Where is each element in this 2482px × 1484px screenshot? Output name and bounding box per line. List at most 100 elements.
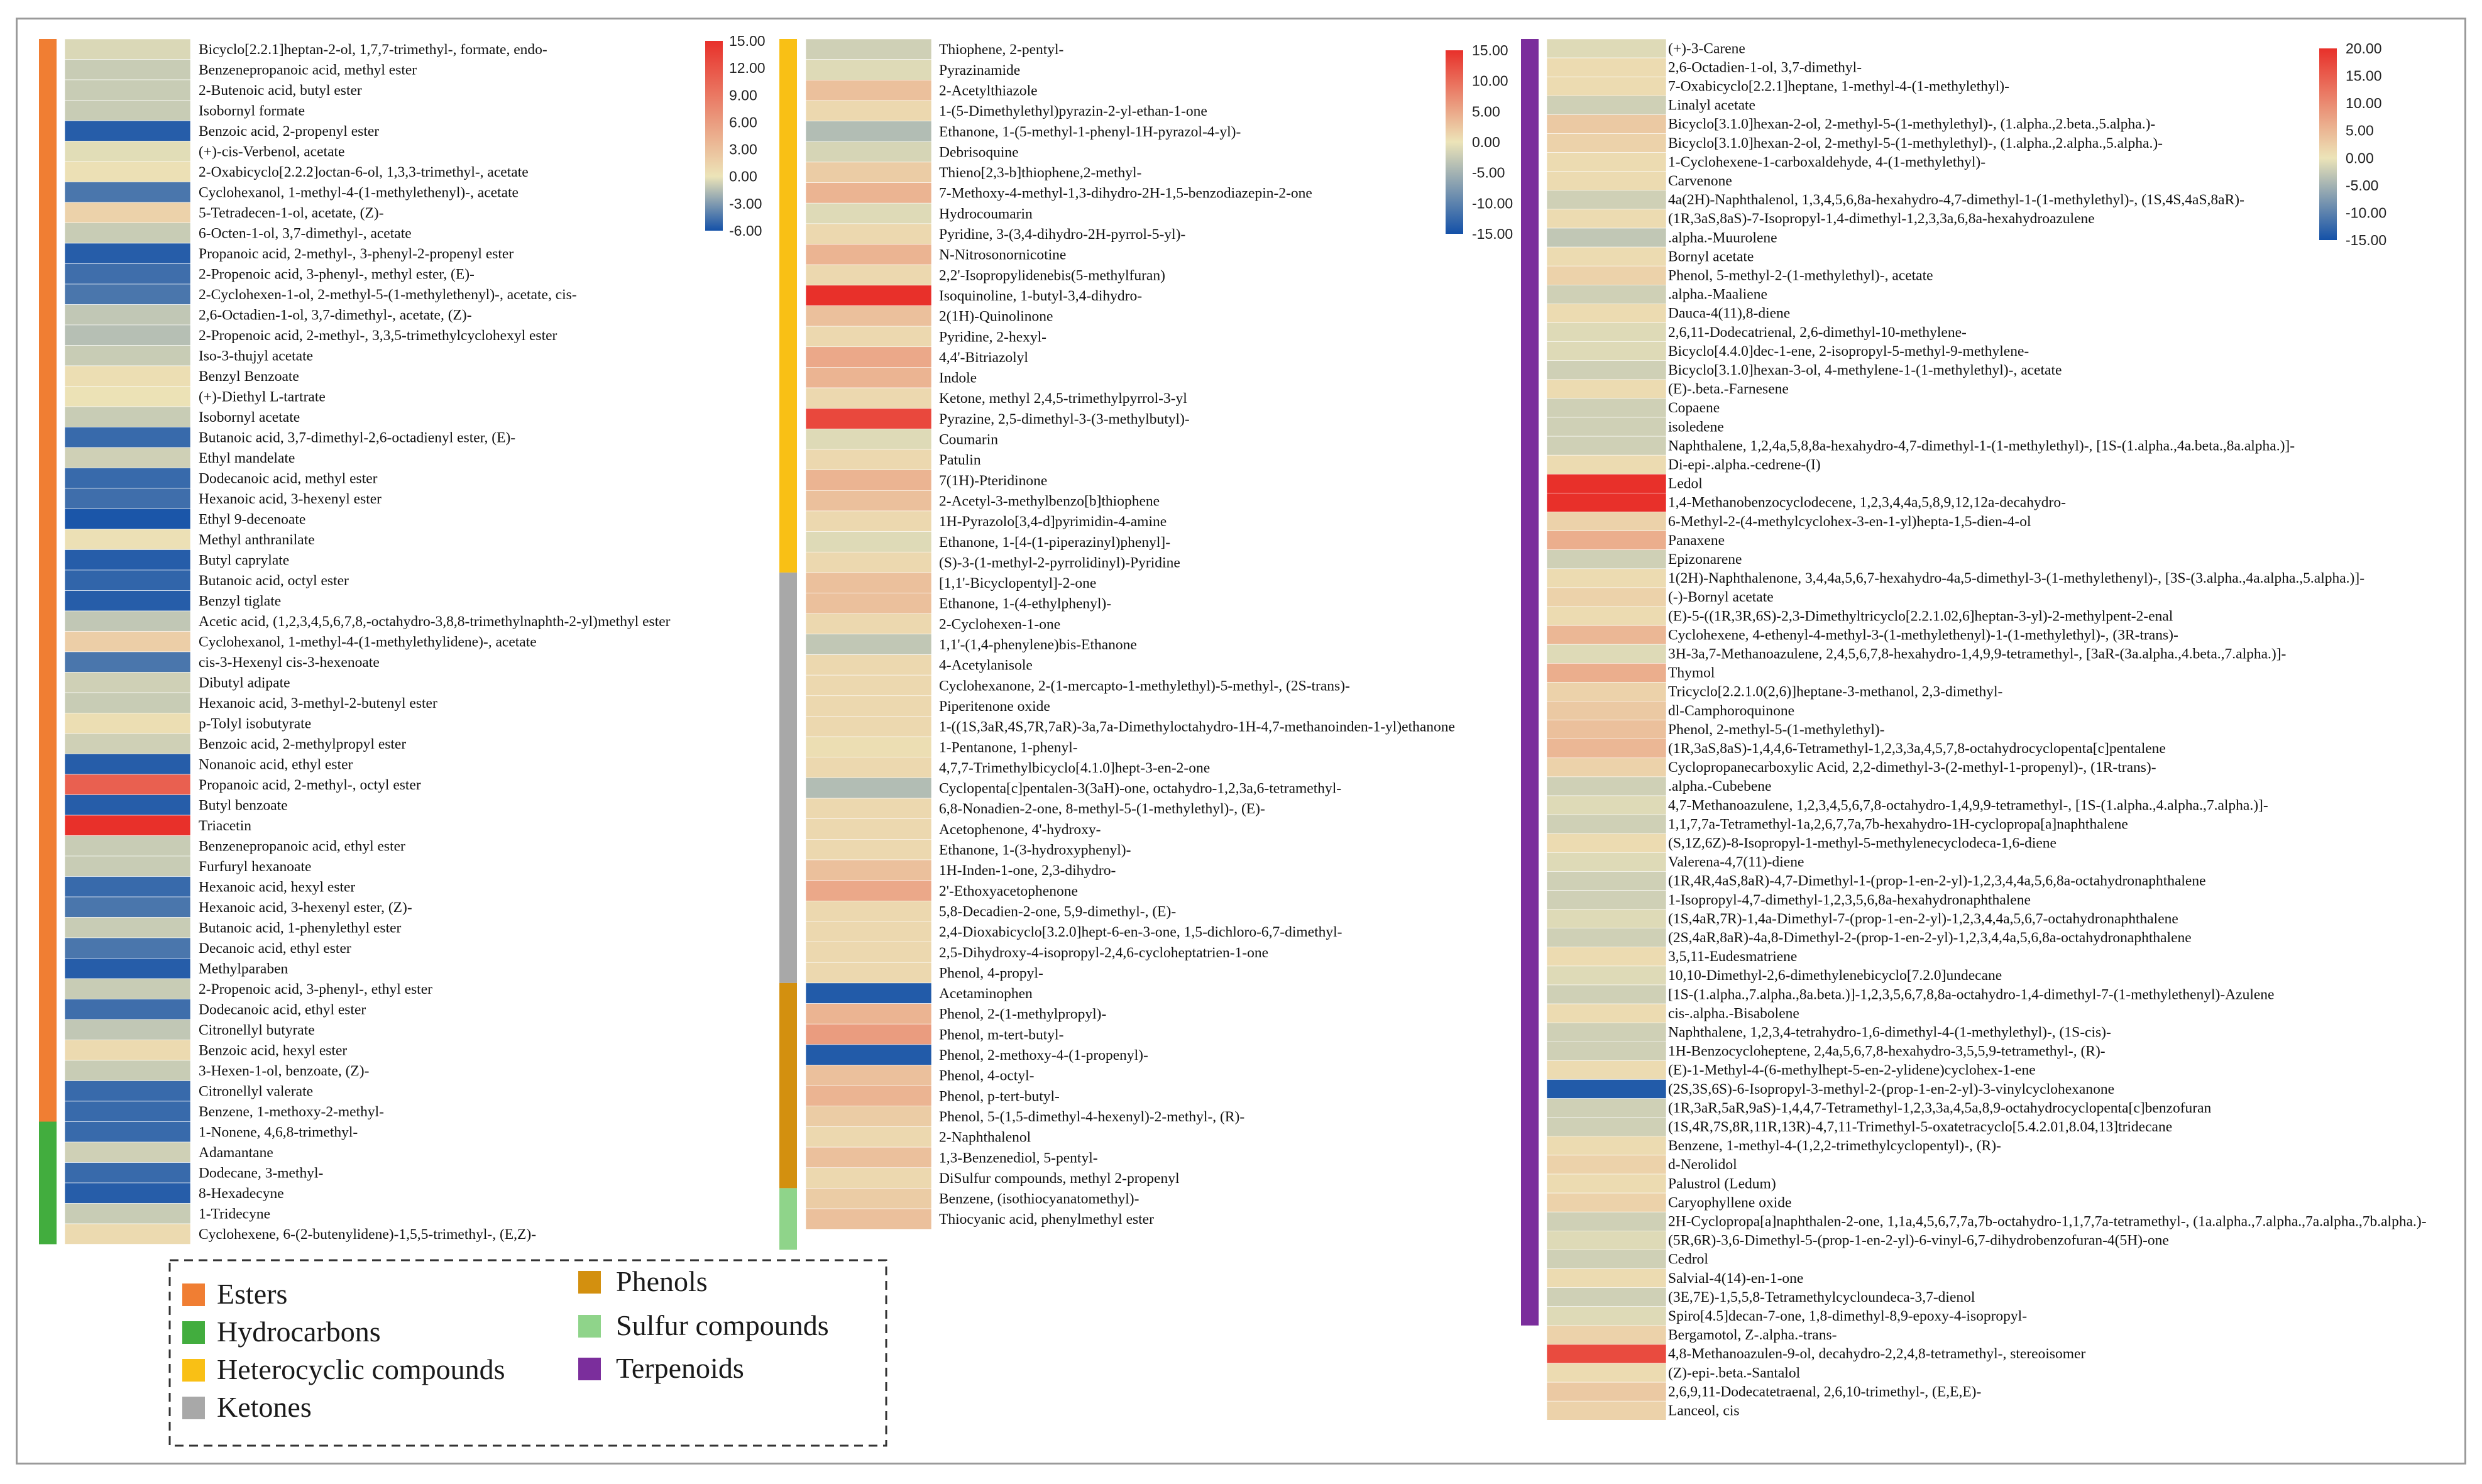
row-label: (1R,3aR,5aR,9aS)-1,4,4,7-Tetramethyl-1,2… xyxy=(1668,1100,2212,1116)
row-label: .alpha.-Cubebene xyxy=(1668,778,1771,794)
heatmap-cell xyxy=(1546,530,1667,550)
heatmap-cell xyxy=(805,429,932,450)
row-label: [1,1'-Bicyclopentyl]-2-one xyxy=(939,575,1096,591)
row-label: Lanceol, cis xyxy=(1668,1402,1740,1419)
row-label: Phenol, p-tert-butyl- xyxy=(939,1088,1060,1104)
heatmap-cell xyxy=(64,1101,191,1122)
legend-swatch-ketones xyxy=(182,1397,205,1419)
row-label: 1-Cyclohexene-1-carboxaldehyde, 4-(1-met… xyxy=(1668,154,1985,170)
heatmap-cell xyxy=(64,202,191,223)
row-label: Spiro[4.5]decan-7-one, 1,8-dimethyl-8,9-… xyxy=(1668,1308,2027,1324)
row-label: Cyclohexanol, 1-methyl-4-(1-methylethyli… xyxy=(199,634,537,651)
colorbar-tick-label: -3.00 xyxy=(729,195,762,212)
heatmap-cell xyxy=(64,59,191,80)
heatmap-cell xyxy=(805,182,932,204)
heatmap-cell xyxy=(1546,909,1667,928)
row-label: 2,6,11-Dodecatrienal, 2,6-dimethyl-10-me… xyxy=(1668,324,1967,341)
heatmap-cell xyxy=(1546,1042,1667,1061)
row-label: 6-Octen-1-ol, 3,7-dimethyl-, acetate xyxy=(199,226,412,242)
heatmap-cell xyxy=(805,387,932,409)
heatmap-cell xyxy=(1546,625,1667,645)
row-label: Debrisoquine xyxy=(939,144,1019,160)
heatmap-cell xyxy=(1546,663,1667,683)
row-label: 4,4'-Bitriazolyl xyxy=(939,349,1028,366)
row-label: Iso-3-thujyl acetate xyxy=(199,348,313,365)
heatmap-cell xyxy=(1546,1079,1667,1099)
row-label: Hydrocoumarin xyxy=(939,206,1033,222)
colorbar-tick-label: 15.00 xyxy=(729,33,766,49)
row-label: Indole xyxy=(939,370,977,387)
row-label: Bornyl acetate xyxy=(1668,248,1754,265)
heatmap-cell xyxy=(64,1182,191,1204)
heatmap-cell xyxy=(64,406,191,427)
heatmap-cell xyxy=(64,386,191,407)
colorbar-tick-label: -10.00 xyxy=(2346,204,2386,221)
row-label: Triacetin xyxy=(199,818,251,834)
heatmap-cell xyxy=(805,346,932,368)
row-label: DiSulfur compounds, methyl 2-propenyl xyxy=(939,1170,1180,1187)
heatmap-cell xyxy=(64,855,191,877)
heatmap-cell xyxy=(1546,814,1667,834)
heatmap-cell xyxy=(805,510,932,532)
row-label: 5-Tetradecen-1-ol, acetate, (Z)- xyxy=(199,205,384,221)
category-strip-heterocyclic-compounds xyxy=(779,39,797,573)
heatmap-cell xyxy=(64,815,191,836)
colorbar-tick-label: -15.00 xyxy=(2346,232,2386,248)
row-label: 2-Propenoic acid, 3-phenyl-, ethyl ester xyxy=(199,981,432,998)
row-label: cis-3-Hexenyl cis-3-hexenoate xyxy=(199,654,380,671)
heatmap-cell xyxy=(805,305,932,327)
heatmap-cell xyxy=(1546,1211,1667,1231)
row-label: Benzenepropanoic acid, methyl ester xyxy=(199,62,417,79)
row-label: 1H-Pyrazolo[3,4-d]pyrimidin-4-amine xyxy=(939,514,1167,530)
row-label: Pyridine, 2-hexyl- xyxy=(939,329,1046,345)
heatmap-cell xyxy=(805,942,932,963)
heatmap-cell xyxy=(805,798,932,820)
row-label: isoledene xyxy=(1668,419,1724,435)
row-label: 2-Naphthalenol xyxy=(939,1129,1031,1146)
row-label: Benzene, 1-methyl-4-(1,2,2-trimethylcycl… xyxy=(1668,1138,2001,1154)
row-label: d-Nerolidol xyxy=(1668,1157,1737,1173)
heatmap-cell xyxy=(805,223,932,245)
row-label: Ketone, methyl 2,4,5-trimethylpyrrol-3-y… xyxy=(939,390,1187,407)
row-label: Acetic acid, (1,2,3,4,5,6,7,8,-octahydro… xyxy=(199,613,671,630)
row-label: Phenol, 2-(1-methylpropyl)- xyxy=(939,1006,1106,1023)
heatmap-cell xyxy=(64,1019,191,1040)
colorbar-tick-label: -10.00 xyxy=(1472,195,1513,211)
row-label: Naphthalene, 1,2,4a,5,8,8a-hexahydro-4,7… xyxy=(1668,437,2295,454)
colorbar-tick-label: 10.00 xyxy=(1472,73,1508,89)
heatmap-cell xyxy=(1546,246,1667,267)
heatmap-cell xyxy=(64,468,191,489)
row-label: (1R,3aS,8aS)-7-Isopropyl-1,4-dimethyl-1,… xyxy=(1668,211,2095,227)
heatmap-cell xyxy=(805,285,932,306)
heatmap-cell xyxy=(805,326,932,348)
heatmap-panel-2: Thiophene, 2-pentyl- Pyrazinamide 2-Acetyl… xyxy=(779,38,1513,1250)
heatmap-cell xyxy=(1546,209,1667,229)
heatmap-cell xyxy=(1546,171,1667,191)
heatmap-cell xyxy=(805,695,932,717)
row-label: Methylparaben xyxy=(199,961,288,977)
heatmap-cell xyxy=(64,876,191,898)
row-label: Cyclopenta[c]pentalen-3(3aH)-one, octahy… xyxy=(939,781,1341,797)
heatmap-cell xyxy=(64,754,191,775)
row-label: Ethanone, 1-(5-methyl-1-phenyl-1H-pyrazo… xyxy=(939,124,1241,140)
row-label: Hexanoic acid, 3-hexenyl ester, (Z)- xyxy=(199,899,412,916)
heatmap-cell xyxy=(64,427,191,448)
heatmap-cell xyxy=(64,1162,191,1184)
row-label: Ethanone, 1-(4-ethylphenyl)- xyxy=(939,596,1111,612)
row-label: p-Tolyl isobutyrate xyxy=(199,716,311,732)
heatmap-cell xyxy=(805,818,932,840)
row-label: 1-((1S,3aR,4S,7R,7aR)-3a,7a-Dimethylocta… xyxy=(939,719,1455,735)
heatmap-cell xyxy=(1546,701,1667,720)
colorbar-tick-label: 12.00 xyxy=(729,60,766,76)
row-label: Pyrazine, 2,5-dimethyl-3-(3-methylbutyl)… xyxy=(939,411,1190,427)
heatmap-cell xyxy=(805,634,932,655)
legend-swatch-hydrocarbons xyxy=(182,1321,205,1344)
row-label: Coumarin xyxy=(939,432,998,448)
row-label: (-)-Bornyl acetate xyxy=(1668,589,1774,605)
heatmap-cell xyxy=(1546,493,1667,512)
row-label: Furfuryl hexanoate xyxy=(199,859,311,875)
row-label: Benzoic acid, 2-methylpropyl ester xyxy=(199,736,406,752)
row-label: 3,5,11-Eudesmatriene xyxy=(1668,948,1797,965)
heatmap-cell xyxy=(805,1167,932,1189)
row-label: (+)-3-Carene xyxy=(1668,40,1745,57)
